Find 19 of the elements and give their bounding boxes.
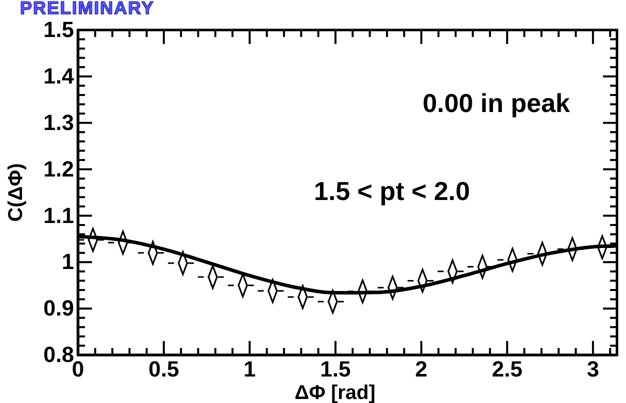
y-tick-label: 1.2 (43, 156, 74, 182)
y-tick-label: 1.3 (43, 110, 74, 135)
y-tick-label: 1.1 (43, 202, 74, 228)
annotation: 1.5 < pt < 2.0 (314, 176, 470, 206)
y-tick-label: 1.5 (43, 17, 74, 42)
annotation: 0.00 in peak (422, 88, 571, 118)
x-tick-label: 2.5 (492, 356, 522, 382)
x-tick-label: 2 (415, 356, 428, 382)
x-axis-title: ΔΦ [rad] (294, 382, 376, 403)
y-tick-label: 0.9 (43, 296, 74, 321)
y-tick-label: 0.8 (43, 342, 74, 368)
x-tick-label: 1 (244, 356, 256, 382)
text: PRELIMINARY (20, 0, 154, 18)
x-tick-label: 0.5 (148, 356, 180, 382)
x-tick-label: 1.5 (320, 356, 351, 382)
y-axis-title: C(ΔΦ) (5, 163, 27, 222)
x-tick-label: 3 (586, 356, 600, 382)
y-tick-label: 1.4 (43, 63, 75, 88)
y-tick-label: 1 (62, 249, 74, 274)
